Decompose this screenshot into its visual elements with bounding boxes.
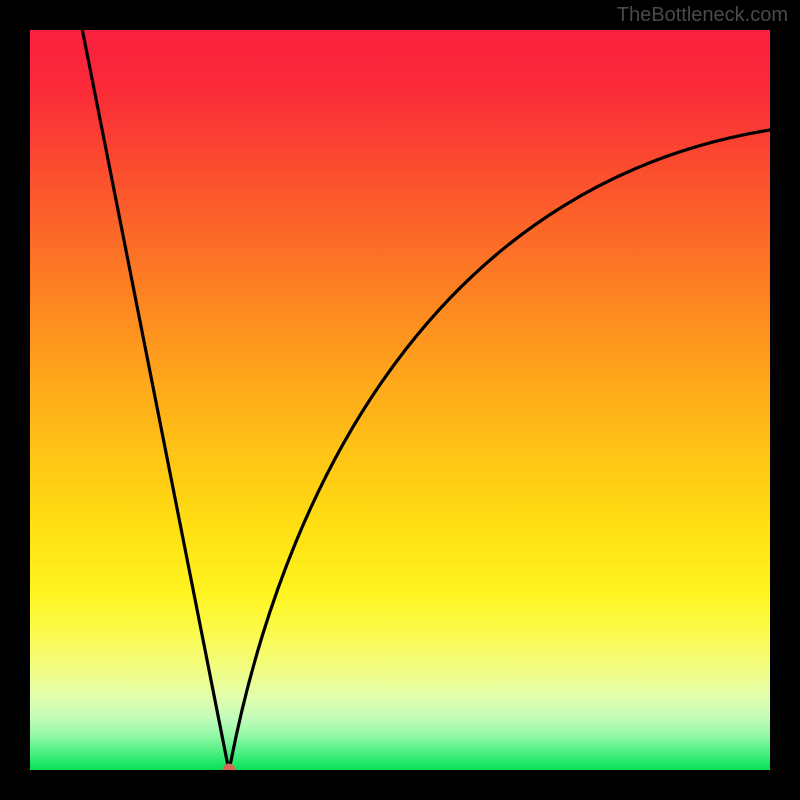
- plot-area: [30, 30, 770, 770]
- watermark-text: TheBottleneck.com: [617, 4, 788, 27]
- bottleneck-curve: [30, 30, 770, 770]
- minimum-marker: [223, 764, 235, 770]
